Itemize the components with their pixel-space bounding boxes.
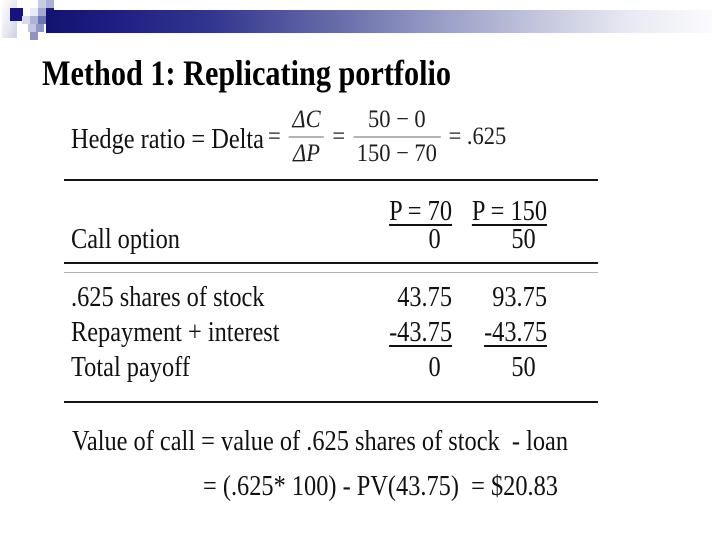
conclusion-line-2: = (.625* 100) - PV(43.75) = $20.83: [203, 471, 558, 502]
cell-total-p150: 50: [511, 352, 536, 383]
table-rule-middle: [64, 262, 598, 264]
fraction-numerator: 50 − 0: [367, 106, 426, 133]
cell-repayment-p150: -43.75: [484, 317, 547, 348]
hedge-ratio-label: Hedge ratio = Delta: [71, 124, 264, 155]
row-label-total-payoff: Total payoff: [71, 352, 190, 383]
equals-sign: =: [332, 123, 346, 150]
cell-call-p150: 50: [511, 224, 536, 255]
row-label-call-option: Call option: [71, 224, 180, 255]
row-label-repayment: Repayment + interest: [71, 317, 280, 348]
table-rule-middle-light: [64, 272, 598, 273]
fraction-values: 50 − 0 150 − 70: [353, 106, 441, 168]
fraction-bar: [288, 136, 325, 138]
slide-title: Method 1: Replicating portfolio: [42, 53, 452, 93]
fraction-dc-dp: ΔC ΔP: [288, 106, 325, 168]
conclusion-line-1: Value of call = value of .625 shares of …: [72, 426, 569, 457]
table-rule-bottom: [64, 401, 598, 403]
fraction-denominator: 150 − 70: [356, 140, 437, 167]
deco-square: [30, 32, 38, 40]
fraction-bar: [353, 136, 441, 138]
cell-shares-p150: 93.75: [492, 282, 547, 313]
cell-total-p70: 0: [428, 352, 441, 383]
deco-square-navy: [10, 8, 23, 21]
deco-header-bar: [46, 10, 712, 33]
equation-result: = .625: [448, 123, 507, 150]
cell-shares-p70: 43.75: [397, 282, 452, 313]
fraction-numerator: ΔC: [292, 106, 321, 133]
deco-square: [46, 0, 54, 8]
deco-square: [36, 24, 44, 32]
deco-square: [30, 8, 38, 16]
fraction-denominator: ΔP: [293, 140, 320, 167]
cell-repayment-p70: -43.75: [389, 317, 452, 348]
deco-square: [28, 24, 36, 32]
cell-call-p70: 0: [428, 224, 441, 255]
equals-sign: =: [268, 123, 281, 150]
deco-square: [38, 0, 46, 8]
column-header-p70: P = 70: [389, 196, 452, 227]
deco-square: [38, 8, 46, 16]
deco-square: [30, 16, 38, 24]
table-rule-top: [64, 179, 598, 181]
delta-equation: = ΔC ΔP = 50 − 0 150 − 70 = .625: [268, 105, 506, 169]
column-header-p150: P = 150: [471, 196, 547, 227]
deco-square: [22, 16, 30, 24]
row-label-shares: .625 shares of stock: [71, 282, 265, 313]
deco-square: [38, 16, 46, 24]
